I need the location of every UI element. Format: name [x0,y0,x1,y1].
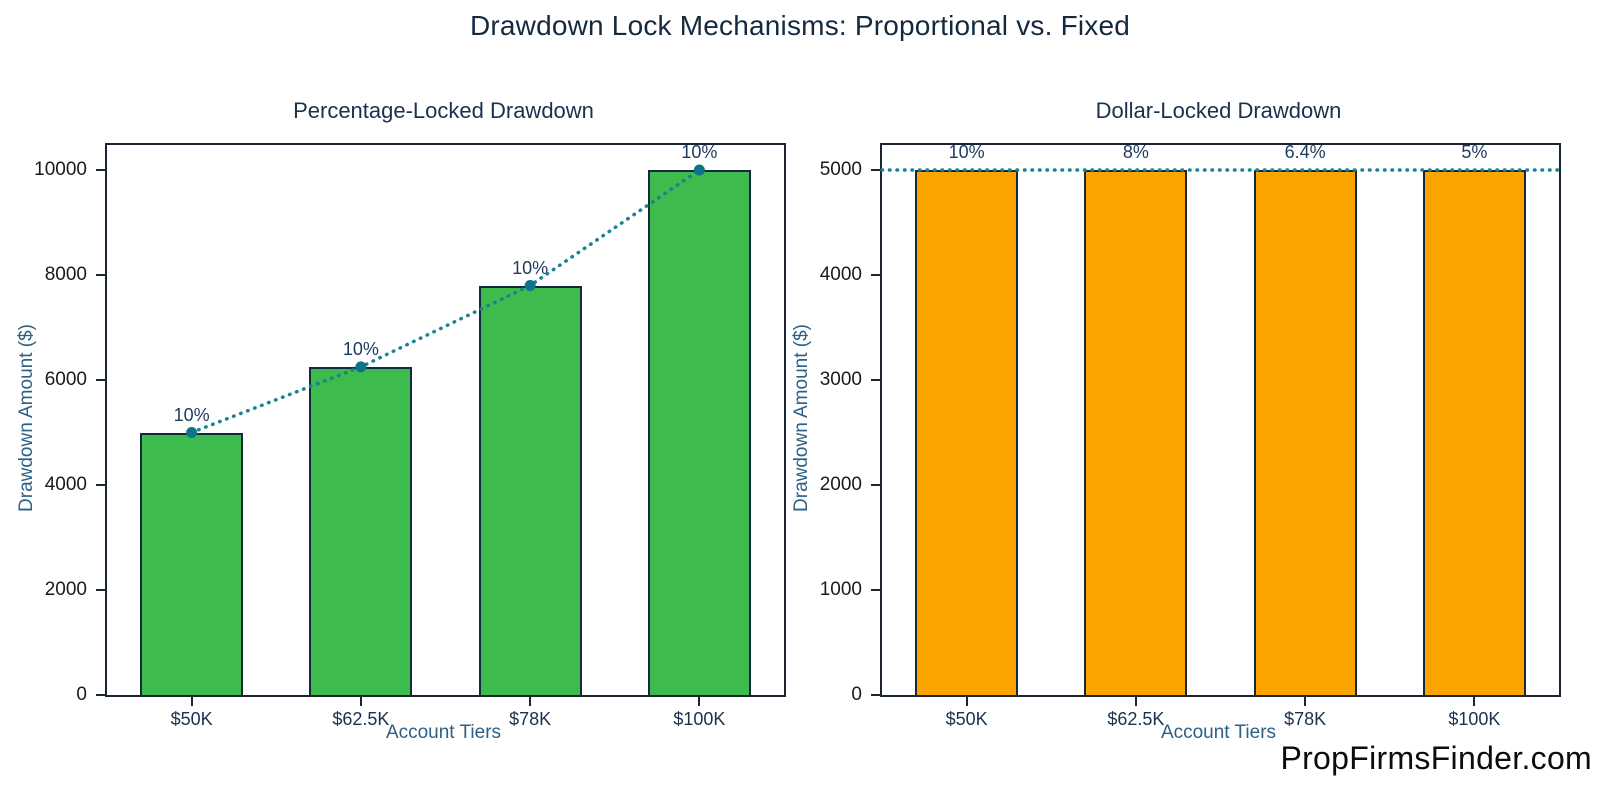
dollar-locked-xtick-mark [965,697,968,706]
watermark-text: PropFirmsFinder.com [1280,740,1592,776]
left-chart-title: Percentage-Locked Drawdown [293,98,594,123]
percentage-locked-ytick-mark [96,168,105,171]
percentage-locked-ytick-label: 4000 [44,473,87,495]
dollar-locked-ytick-mark [871,273,880,276]
dollar-locked-bar-value-label: 8% [1122,142,1149,162]
dollar-locked-xtick-mark [1304,697,1307,706]
right-x-axis-label: Account Tiers [1160,722,1277,743]
percentage-locked-chart-plot-area: 0 2000 4000 6000 8000 10000 10% $50K 10% $62.5K 10… [34,142,786,729]
dollar-locked-xtick-mark [1473,697,1476,706]
percentage-locked-bar-100k [647,170,751,695]
percentage-locked-bar-value-label: 10% [342,338,379,359]
percentage-locked-xtick-label: $100K [673,709,726,729]
dollar-locked-xtick-mark [1134,697,1137,706]
percentage-locked-xtick-label: $78K [509,709,552,729]
percentage-locked-ytick-mark [96,378,105,381]
dollar-locked-ytick-mark [871,483,880,486]
percentage-locked-bar-value-label: 10% [681,142,718,162]
percentage-locked-trend-line [186,164,705,438]
dollar-locked-bar-100k [1422,170,1526,695]
percentage-locked-ytick-label: 8000 [44,263,87,285]
dollar-locked-ytick-label: 5000 [819,158,862,180]
dollar-locked-ytick-mark [871,588,880,591]
percentage-locked-xtick-label: $62.5K [332,709,390,729]
dollar-locked-trend-line [880,168,1561,172]
dollar-locked-xtick-label: $62.5K [1107,709,1165,729]
dollar-locked-bar-value-label: 5% [1461,142,1488,162]
percentage-locked-bar-value-label: 10% [512,257,549,278]
dollar-locked-bar-50k [915,170,1019,695]
dollar-locked-bar-value-label: 10% [948,142,985,162]
percentage-locked-ytick-label: 2000 [44,578,87,600]
percentage-locked-xtick-label: $50K [170,709,213,729]
dollar-locked-ytick-mark [871,168,880,171]
percentage-locked-bar-50k [140,432,244,695]
dollar-locked-ytick-label: 0 [851,684,862,705]
dollar-locked-xtick-label: $100K [1448,709,1501,729]
percentage-locked-ytick-mark [96,483,105,486]
percentage-locked-xtick-mark [698,697,701,706]
page-title: Drawdown Lock Mechanisms: Proportional v… [469,10,1131,41]
dollar-locked-bar-62.5k [1084,170,1188,695]
right-chart-title: Dollar-Locked Drawdown [1095,98,1342,123]
percentage-locked-ytick-mark [96,694,105,696]
percentage-locked-ytick-label: 6000 [44,368,87,390]
percentage-locked-ytick-label: 0 [76,684,87,705]
dollar-locked-chart-plot-area: 0 1000 2000 3000 4000 5000 10% $50K 8% $62.5K 6.4%… [820,142,1561,729]
dollar-locked-ytick-mark [871,694,880,696]
percentage-locked-bar-value-label: 10% [173,404,210,425]
percentage-locked-xtick-mark [190,697,193,706]
dollar-locked-ytick-mark [871,378,880,381]
percentage-locked-bar-62.5k [309,366,413,695]
percentage-locked-xtick-mark [529,697,532,706]
dollar-locked-bar-value-label: 6.4% [1284,142,1326,162]
percentage-locked-ytick-mark [96,273,105,276]
dollar-locked-xtick-label: $50K [945,709,988,729]
percentage-locked-ytick-label: 10000 [34,158,87,180]
percentage-locked-bar-78k [478,285,582,695]
dollar-locked-ytick-label: 4000 [819,263,862,285]
dollar-locked-bar-78k [1253,170,1357,695]
dollar-locked-ytick-label: 1000 [819,578,862,600]
percentage-locked-ytick-mark [96,588,105,591]
percentage-locked-xtick-mark [359,697,362,706]
dollar-locked-xtick-label: $78K [1284,709,1327,729]
dollar-locked-ytick-label: 2000 [819,473,862,495]
dollar-locked-ytick-label: 3000 [819,368,862,390]
left-x-axis-label: Account Tiers [385,722,502,743]
